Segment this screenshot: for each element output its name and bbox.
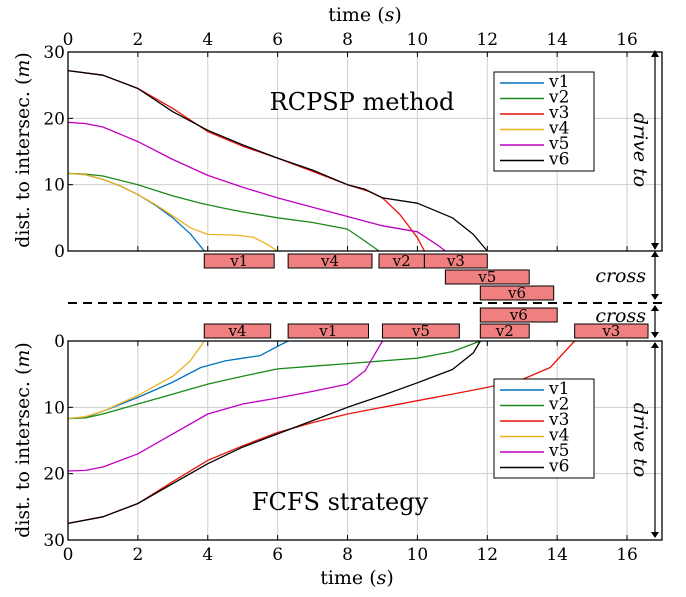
series-line-v5 xyxy=(67,340,384,472)
bottom-x-axis-label: time (s) xyxy=(320,567,394,589)
x-tick-label: 4 xyxy=(202,545,213,565)
x-tick-label: 14 xyxy=(546,30,568,50)
legend-label-v1: v1 xyxy=(548,379,569,399)
task-label-v2: v2 xyxy=(495,322,514,340)
legend-label-v5: v5 xyxy=(548,134,569,154)
top-plot-frame xyxy=(67,51,663,252)
legend-label-v6: v6 xyxy=(548,457,569,477)
task-bar-v4: v4 xyxy=(287,252,373,270)
legend-box xyxy=(493,71,595,172)
task-bar-v3: v3 xyxy=(423,252,488,270)
bottom-y-axis-label: dist. to intersec. (m) xyxy=(12,342,34,538)
series-line-v2 xyxy=(67,172,380,252)
legend-box xyxy=(493,378,595,479)
series-line-v4 xyxy=(67,172,278,252)
task-bar-v5: v5 xyxy=(444,268,530,286)
task-bar-v6: v6 xyxy=(479,306,558,324)
y-tick-label: 20 xyxy=(43,109,65,129)
x-tick-label: 10 xyxy=(407,30,429,50)
x-tick-label: 16 xyxy=(616,545,638,565)
legend-label-v2: v2 xyxy=(548,88,569,108)
task-bar-v1: v1 xyxy=(203,252,275,270)
top-y-axis-label: dist. to intersec. (m) xyxy=(12,52,34,248)
legend-label-v1: v1 xyxy=(548,72,569,92)
x-tick-label: 6 xyxy=(272,30,283,50)
y-tick-label: 30 xyxy=(43,43,65,63)
task-bar-v2: v2 xyxy=(378,252,425,270)
series-line-v6 xyxy=(67,340,481,525)
legend-label-v2: v2 xyxy=(548,395,569,415)
legend-label-v3: v3 xyxy=(548,103,569,123)
bottom-cross-label: cross xyxy=(595,305,646,327)
y-tick-label: 0 xyxy=(54,242,65,262)
y-tick-label: 20 xyxy=(43,465,65,485)
x-tick-label: 8 xyxy=(342,30,353,50)
x-tick-label: 8 xyxy=(342,545,353,565)
task-bar-v1: v1 xyxy=(287,322,369,340)
top-cross-label: cross xyxy=(595,265,646,287)
task-bar-v2: v2 xyxy=(479,322,530,340)
task-label-v1: v1 xyxy=(318,322,337,340)
x-tick-label: 0 xyxy=(63,545,74,565)
legend-label-v4: v4 xyxy=(548,426,569,446)
series-line-v6 xyxy=(67,69,488,252)
x-tick-label: 0 xyxy=(63,30,74,50)
x-tick-label: 16 xyxy=(616,30,638,50)
x-tick-label: 2 xyxy=(132,545,143,565)
bottom-plot-frame xyxy=(67,340,663,541)
series-line-v5 xyxy=(67,121,446,252)
series-line-v2 xyxy=(67,340,481,420)
x-tick-label: 12 xyxy=(476,30,498,50)
top-drive-to-label: drive to xyxy=(629,113,651,187)
y-tick-label: 0 xyxy=(54,332,65,352)
task-label-v6: v6 xyxy=(507,284,526,302)
task-label-v3: v3 xyxy=(446,252,465,270)
task-bar-v3: v3 xyxy=(574,322,649,340)
legend-label-v5: v5 xyxy=(548,441,569,461)
bottom-drive-to-label: drive to xyxy=(629,403,651,477)
x-tick-label: 12 xyxy=(476,545,498,565)
side-annotations: drive to cross cross drive to xyxy=(595,50,659,538)
x-tick-label: 14 xyxy=(546,545,568,565)
task-label-v2: v2 xyxy=(392,252,411,270)
task-label-v6: v6 xyxy=(509,306,528,324)
task-label-v5: v5 xyxy=(411,322,430,340)
top-x-axis-label: time (s) xyxy=(328,4,402,26)
x-tick-label: 4 xyxy=(202,30,213,50)
series-line-v4 xyxy=(67,340,205,420)
bottom-chart-title: FCFS strategy xyxy=(252,488,429,516)
task-label-v5: v5 xyxy=(477,268,496,286)
y-tick-label: 10 xyxy=(43,176,65,196)
legend-label-v4: v4 xyxy=(548,119,569,139)
task-bar-v6: v6 xyxy=(479,284,555,302)
task-label-v1: v1 xyxy=(229,252,248,270)
y-tick-label: 30 xyxy=(43,531,65,551)
legend-label-v6: v6 xyxy=(548,150,569,170)
x-tick-label: 2 xyxy=(132,30,143,50)
y-tick-label: 10 xyxy=(43,398,65,418)
task-label-v4: v4 xyxy=(227,322,246,340)
x-tick-label: 10 xyxy=(407,545,429,565)
task-label-v4: v4 xyxy=(320,252,339,270)
top-chart-title: RCPSP method xyxy=(270,88,455,116)
task-bar-v4: v4 xyxy=(203,322,272,340)
legend-label-v3: v3 xyxy=(548,410,569,430)
task-bar-v5: v5 xyxy=(381,322,460,340)
top-series-lines xyxy=(67,69,488,252)
task-label-v3: v3 xyxy=(601,322,620,340)
x-tick-label: 6 xyxy=(272,545,283,565)
